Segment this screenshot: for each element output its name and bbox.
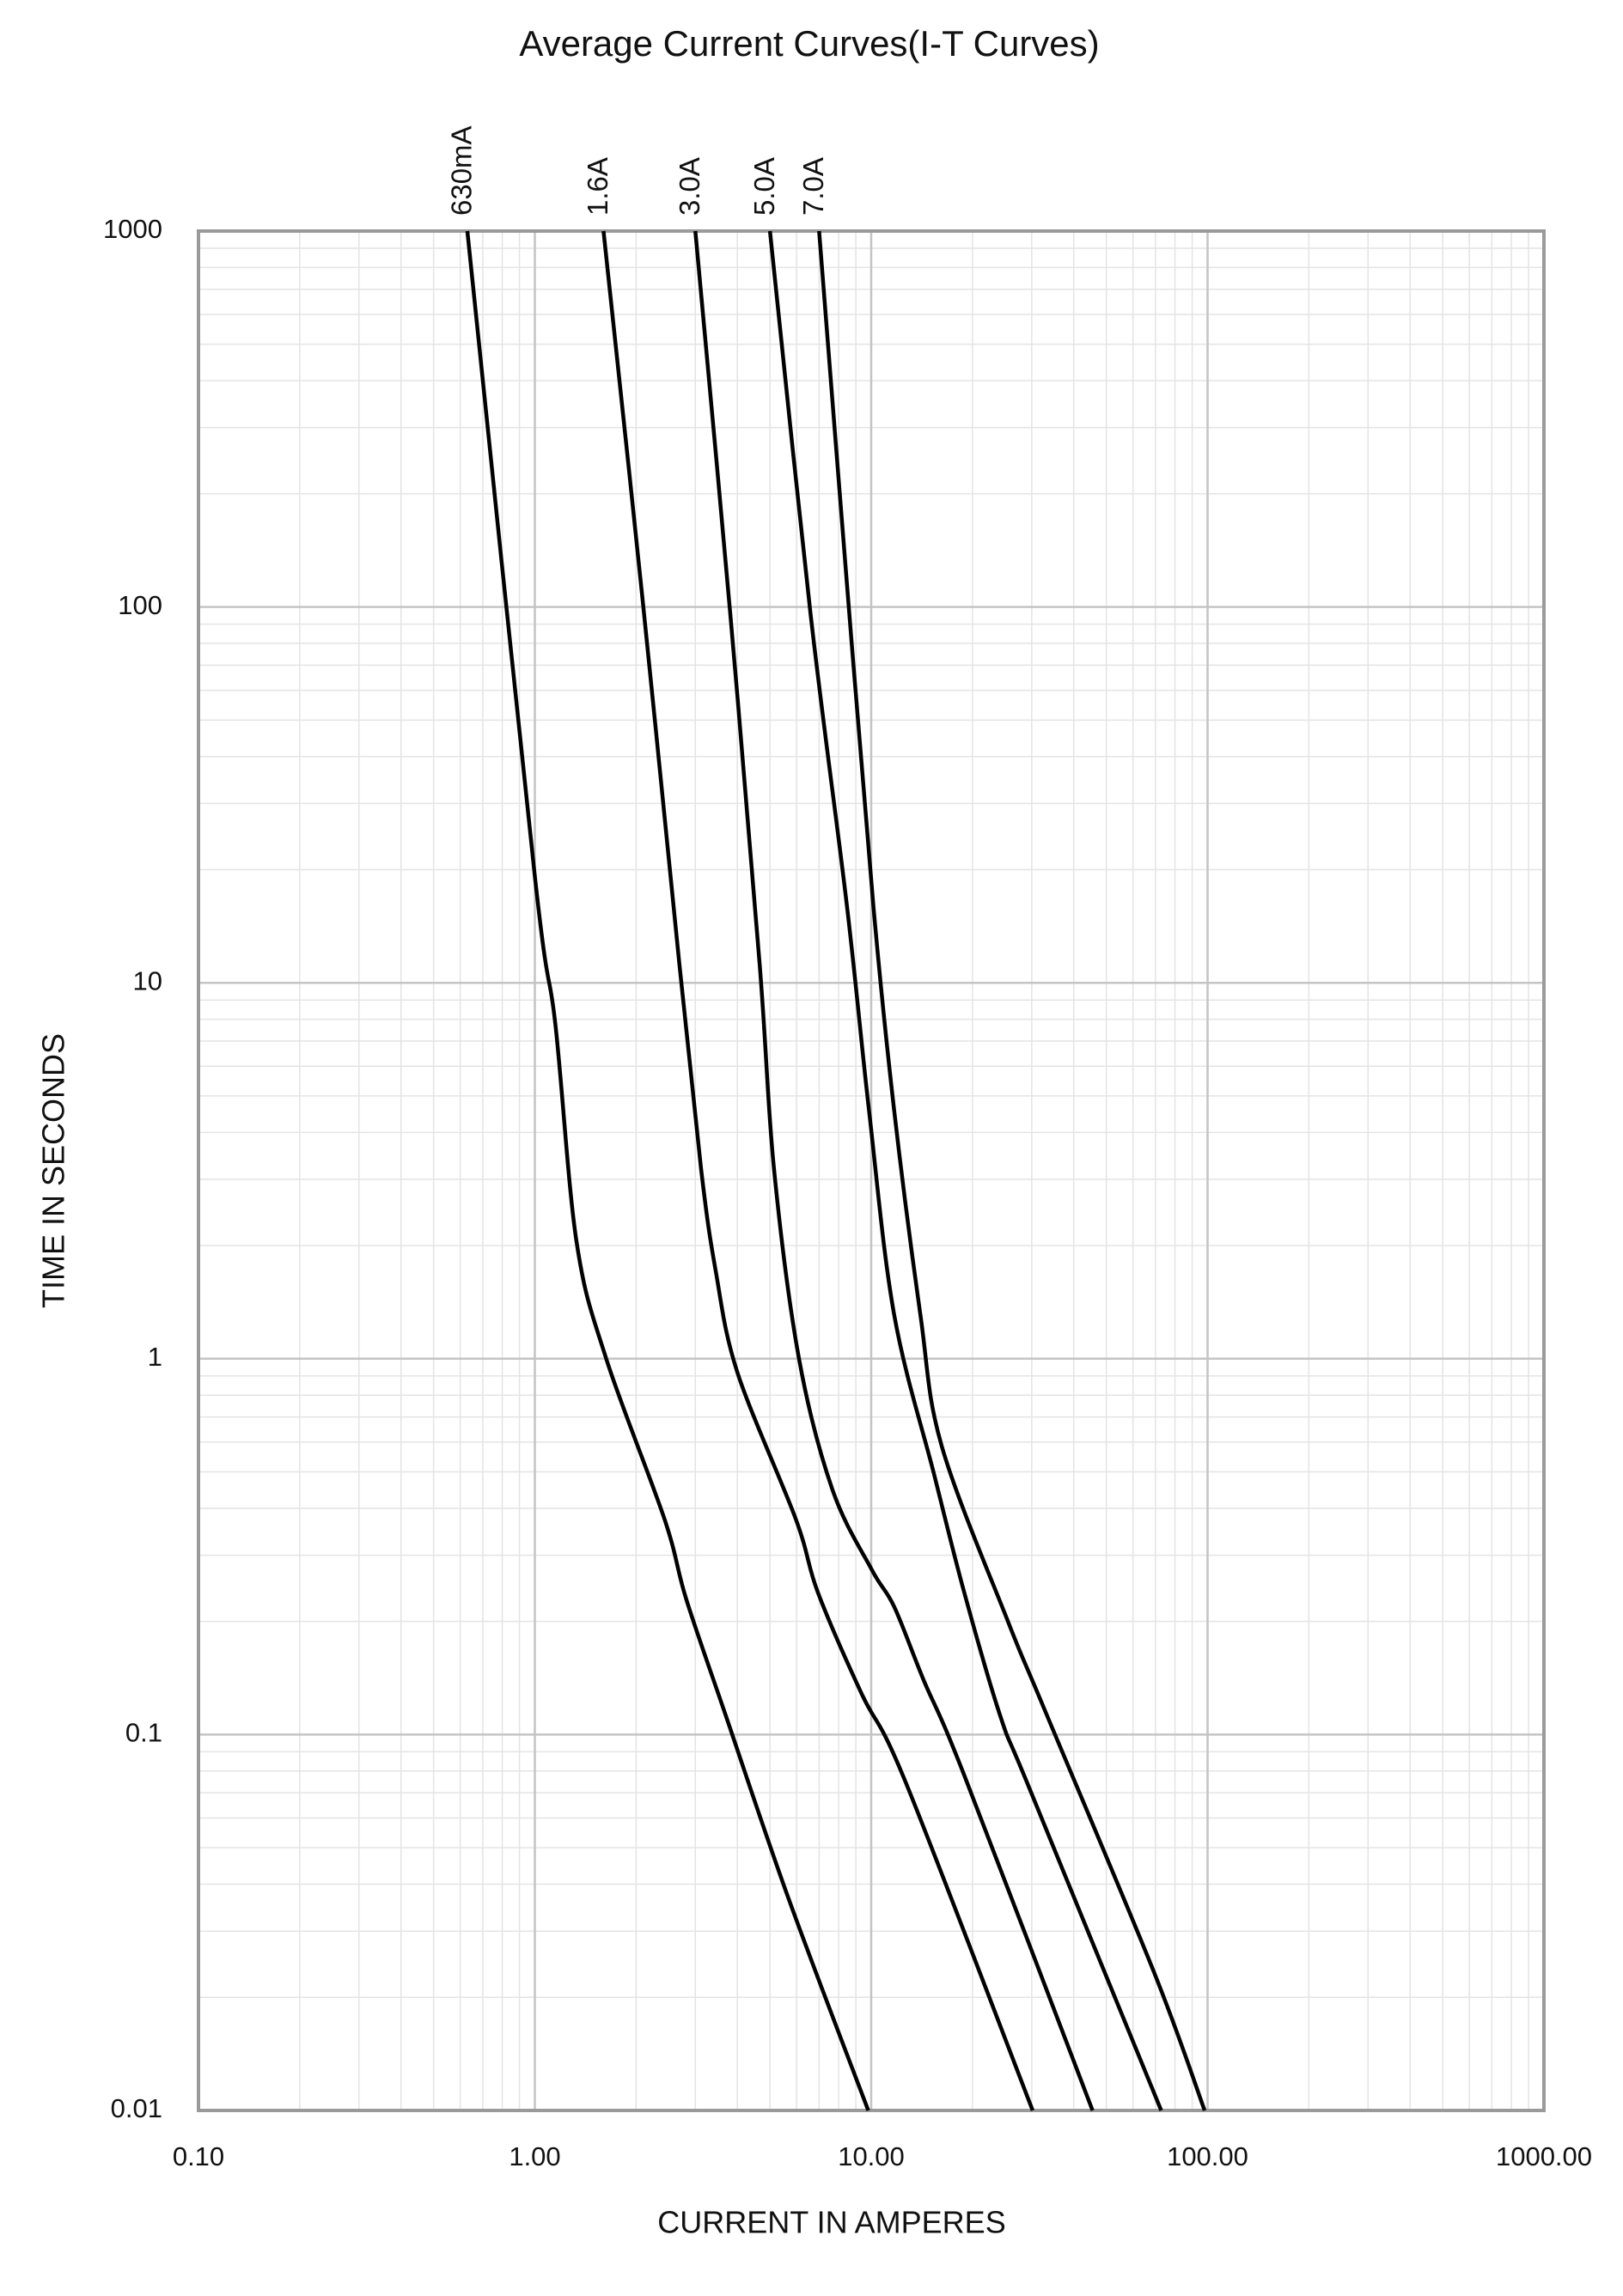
series-label: 3.0A [674,157,705,216]
y-tick-label: 1 [148,1342,162,1372]
y-tick-label: 0.1 [125,1718,162,1748]
x-tick-label: 1000.00 [1496,2141,1592,2171]
x-tick-label: 100.00 [1167,2141,1248,2171]
series-label: 5.0A [748,157,780,216]
curve [693,230,1095,2111]
series-label: 630mA [446,125,478,216]
series-label: 7.0A [797,157,829,216]
curve [817,230,1207,2111]
y-axis-label: TIME IN SECONDS [36,1033,71,1308]
plot-frame [197,229,1546,2112]
curve [767,230,1163,2111]
curve [601,230,1035,2111]
x-tick-label: 0.10 [173,2141,224,2171]
x-tick-label: 1.00 [509,2141,560,2171]
series-label: 1.6A [582,157,613,216]
y-tick-label: 100 [118,590,162,620]
chart-title: Average Current Curves(I-T Curves) [519,23,1099,64]
curve [465,230,870,2111]
y-tick-label: 1000 [103,214,162,244]
y-tick-label: 0.01 [111,2093,162,2123]
x-tick-label: 10.00 [838,2141,905,2171]
x-axis-label: CURRENT IN AMPERES [657,2205,1005,2240]
y-tick-label: 10 [133,965,162,996]
